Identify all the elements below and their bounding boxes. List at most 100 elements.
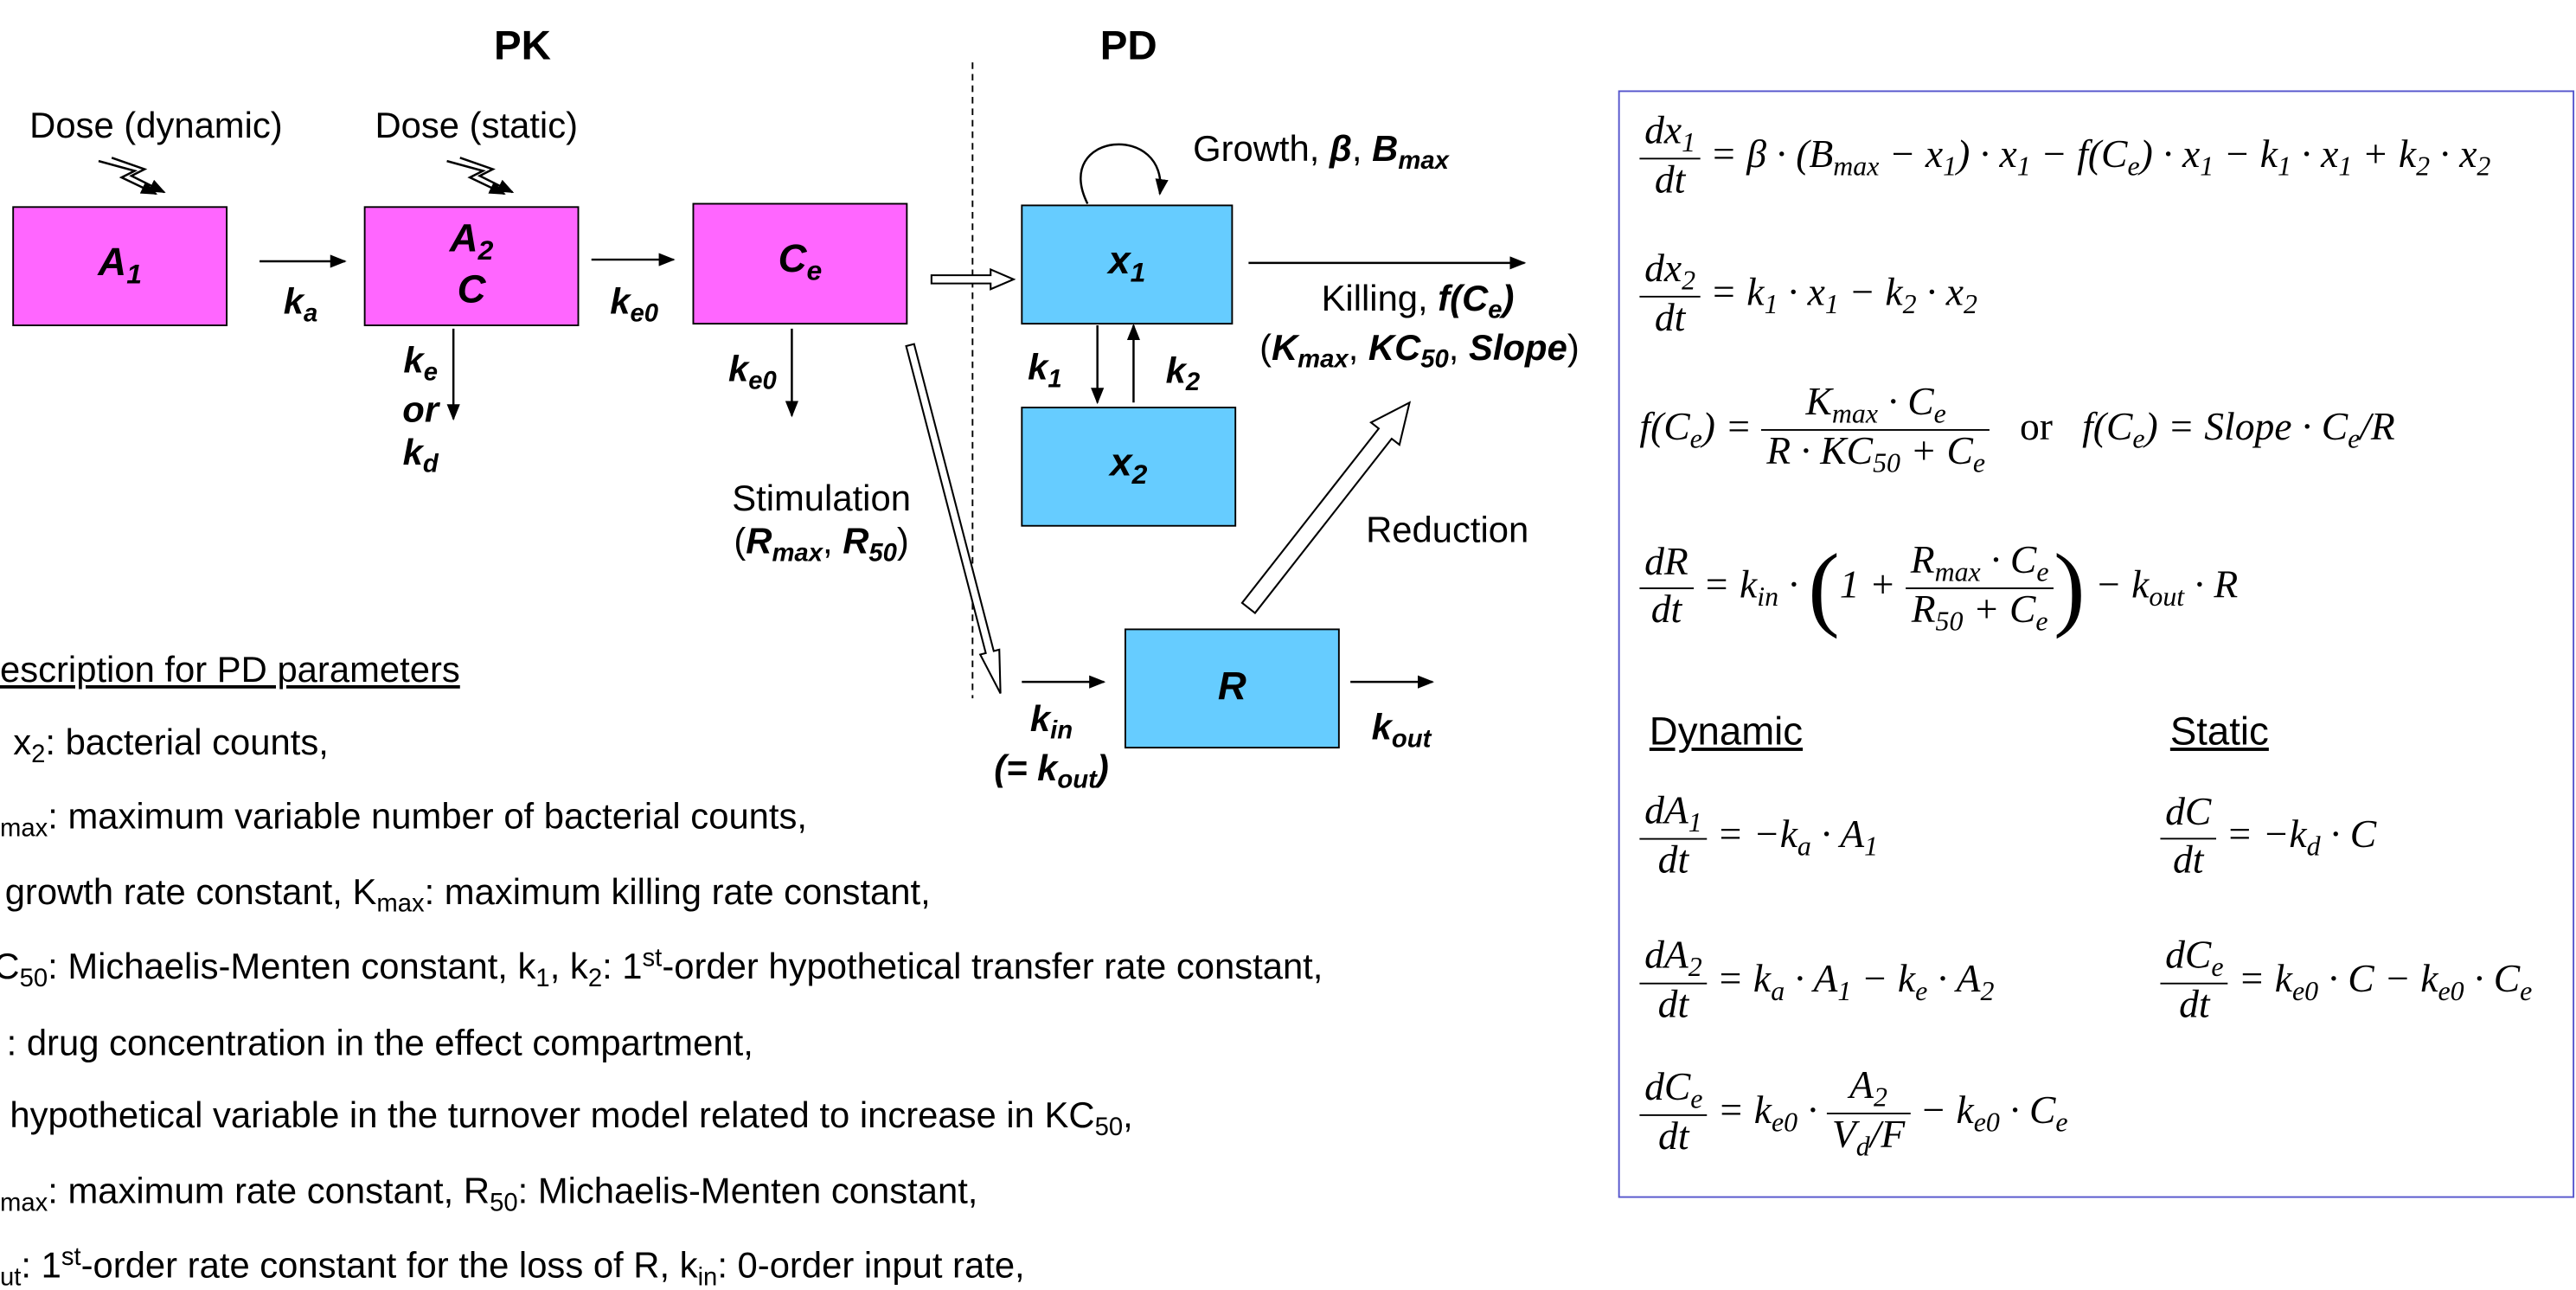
text-run: k — [1029, 697, 1051, 740]
text-run: out — [1057, 767, 1097, 795]
text-run: 50 — [1420, 345, 1449, 375]
text-run: · C — [1878, 381, 1934, 425]
text-run: e — [1972, 447, 1986, 479]
text-run: e — [2035, 605, 2048, 637]
text-run: Reduction — [1366, 509, 1529, 550]
description-line: C50: Michaelis-Menten constant, k1, k2: … — [0, 945, 1323, 995]
fraction: A2 Vd/F — [1827, 1065, 1910, 1163]
equation: dCe dt = ke0 · C − ke0 · Ce — [2160, 935, 2532, 1030]
text-run: · C — [2464, 959, 2521, 1002]
text-run: 1 — [2200, 150, 2214, 182]
text-run: e0 — [630, 299, 658, 329]
text-run: 1 + — [1839, 564, 1906, 607]
text-run: or — [1990, 407, 2083, 450]
text-line: C — [450, 268, 494, 316]
text-run: -order hypothetical transfer rate consta… — [662, 946, 1323, 987]
numerator: A2 — [1827, 1065, 1910, 1115]
numerator: Rmax · Ce — [1906, 539, 2054, 589]
numerator: dx2 — [1639, 247, 1701, 298]
text-run: in — [1050, 717, 1073, 746]
numerator: dCe — [1639, 1067, 1708, 1117]
text-run: · C − k — [2318, 959, 2438, 1002]
denominator: dt — [1639, 589, 1693, 634]
text-line: (Rmax, R50) — [732, 521, 911, 570]
text-run: e — [1933, 397, 1946, 430]
fraction: Rmax · Ce R50 + Ce — [1906, 539, 2054, 637]
diagram-label: kin (= kout) — [994, 698, 1109, 797]
text-run: st — [642, 944, 663, 973]
equation: dR dt = kin · (1 + Rmax · Ce R50 + Ce) − k… — [1639, 535, 2238, 641]
text-run: − f(C — [2030, 133, 2128, 177]
box-a2 — [363, 206, 580, 326]
text-run: k — [283, 280, 304, 323]
denominator: dt — [1639, 985, 1707, 1030]
section-header: PD — [1099, 22, 1157, 69]
text-run: Slope — [1469, 326, 1567, 369]
diagram-label: ke0 — [610, 281, 658, 331]
text-run: ut — [0, 1263, 22, 1290]
text-run: 2 — [2477, 150, 2491, 182]
text-run: a — [304, 299, 318, 329]
text-run: e — [2211, 951, 2224, 983]
text-run: max — [1934, 555, 1981, 587]
text-run: e — [2348, 423, 2361, 455]
text-run: e — [1915, 975, 1928, 1007]
text-line: Killing, f(Ce) — [1322, 278, 1515, 327]
text-run: e0 — [1973, 1107, 2000, 1139]
text-run: dt — [1654, 298, 1686, 341]
text-run: 1 — [2277, 150, 2291, 182]
text-run: : drug concentration in the effect compa… — [6, 1022, 753, 1063]
text-run: 1 — [1824, 288, 1839, 320]
text-run: · A — [1927, 959, 1981, 1002]
diagram-label: k1 — [1028, 347, 1062, 396]
text-run: 50 — [19, 965, 48, 993]
numerator: dR — [1639, 542, 1694, 589]
text-line: ka — [284, 281, 318, 331]
text-run: e — [2036, 555, 2049, 587]
text-run: = β · (B — [1700, 133, 1834, 177]
text-run: (= k — [994, 748, 1058, 789]
text-line: kin — [994, 698, 1109, 748]
text-run: , k — [549, 946, 588, 987]
text-run: ) = — [1701, 407, 1762, 450]
text-run: · C — [2320, 814, 2377, 857]
equation: dC dt = −kd · C — [2160, 792, 2376, 884]
text-run: k — [1371, 706, 1392, 748]
numerator: dA1 — [1639, 791, 1708, 841]
text-run: ) — [1502, 277, 1515, 319]
text-run: dx — [1644, 247, 1682, 292]
text-run: : bacterial counts, — [45, 722, 329, 763]
text-run: + C — [1963, 588, 2036, 632]
node-label: x1 — [1108, 239, 1145, 290]
fraction: dx1 dt — [1639, 110, 1701, 205]
fraction: Kmax · Ce R · KC50 + Ce — [1761, 381, 1990, 479]
text-run: e — [1690, 1082, 1703, 1114]
text-run: 1 — [1837, 975, 1852, 1007]
equation-heading: Dynamic — [1649, 709, 1804, 754]
text-run: 1 — [1682, 126, 1696, 158]
text-run: K — [1271, 326, 1298, 369]
text-run: 2 — [1980, 975, 1995, 1007]
text-run: A — [449, 216, 478, 261]
text-run: k — [1028, 346, 1048, 388]
text-run: , — [822, 521, 843, 562]
description-line: : drug concentration in the effect compa… — [7, 1022, 753, 1064]
equation: dx1 dt = β · (Bmax − x1) · x1 − f(Ce) · x… — [1639, 110, 2490, 205]
text-run: R — [1910, 539, 1935, 582]
text-run: Killing, — [1321, 277, 1439, 319]
text-line: (Kmax, KC50, Slope) — [1259, 327, 1580, 376]
text-run: = −k — [2216, 814, 2307, 857]
text-run: dC — [2165, 934, 2212, 979]
text-run: : 0-order input rate, — [717, 1244, 1025, 1287]
text-run: 50 — [1094, 1114, 1124, 1142]
text-run: ) — [2054, 536, 2086, 640]
text-run: dt — [2179, 985, 2210, 1028]
text-run: max — [772, 540, 823, 568]
text-run: e0 — [1771, 1107, 1798, 1139]
numerator: dCe — [2160, 934, 2229, 985]
text-run: 2 — [1131, 459, 1148, 491]
text-run: 1 — [1764, 288, 1778, 320]
text-run: β — [1329, 128, 1352, 170]
text-run: 2 — [2416, 150, 2431, 182]
